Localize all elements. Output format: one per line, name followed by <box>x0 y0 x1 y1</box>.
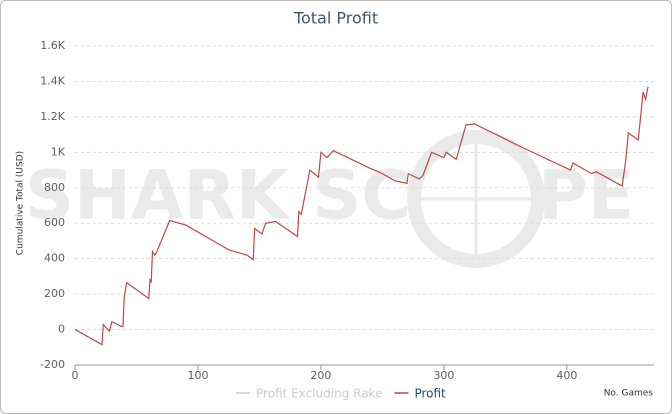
y-tick-label: 1.4K <box>40 74 65 87</box>
chart-title: Total Profit <box>293 9 378 28</box>
x-axis-label: No. Games <box>604 389 654 399</box>
legend-label: Profit <box>414 387 446 401</box>
watermark-scope <box>407 130 545 268</box>
y-tick-label: -200 <box>40 358 65 371</box>
watermark: SHARK SC PE <box>25 130 634 268</box>
x-tick-label: 200 <box>310 369 331 382</box>
x-tick-label: 300 <box>433 369 454 382</box>
y-tick-label: 1.6K <box>40 39 65 52</box>
y-tick-label: 1K <box>51 145 66 158</box>
y-tick-label: 0 <box>58 323 65 336</box>
watermark-text: PE <box>538 157 634 236</box>
y-tick-label: 800 <box>44 181 65 194</box>
legend-label: Profit Excluding Rake <box>256 387 382 401</box>
x-tick-label: 100 <box>187 369 208 382</box>
y-tick-label: 400 <box>44 252 65 265</box>
y-tick-label: 1.2K <box>40 110 65 123</box>
y-tick-label: 200 <box>44 287 65 300</box>
watermark-text: SHARK SC <box>25 157 411 236</box>
y-axis-label: Cumulative Total (USD) <box>16 151 26 255</box>
x-tick-label: 400 <box>556 369 577 382</box>
x-tick-label: 0 <box>72 369 79 382</box>
y-tick-label: 600 <box>44 216 65 229</box>
profit-line <box>74 86 649 346</box>
